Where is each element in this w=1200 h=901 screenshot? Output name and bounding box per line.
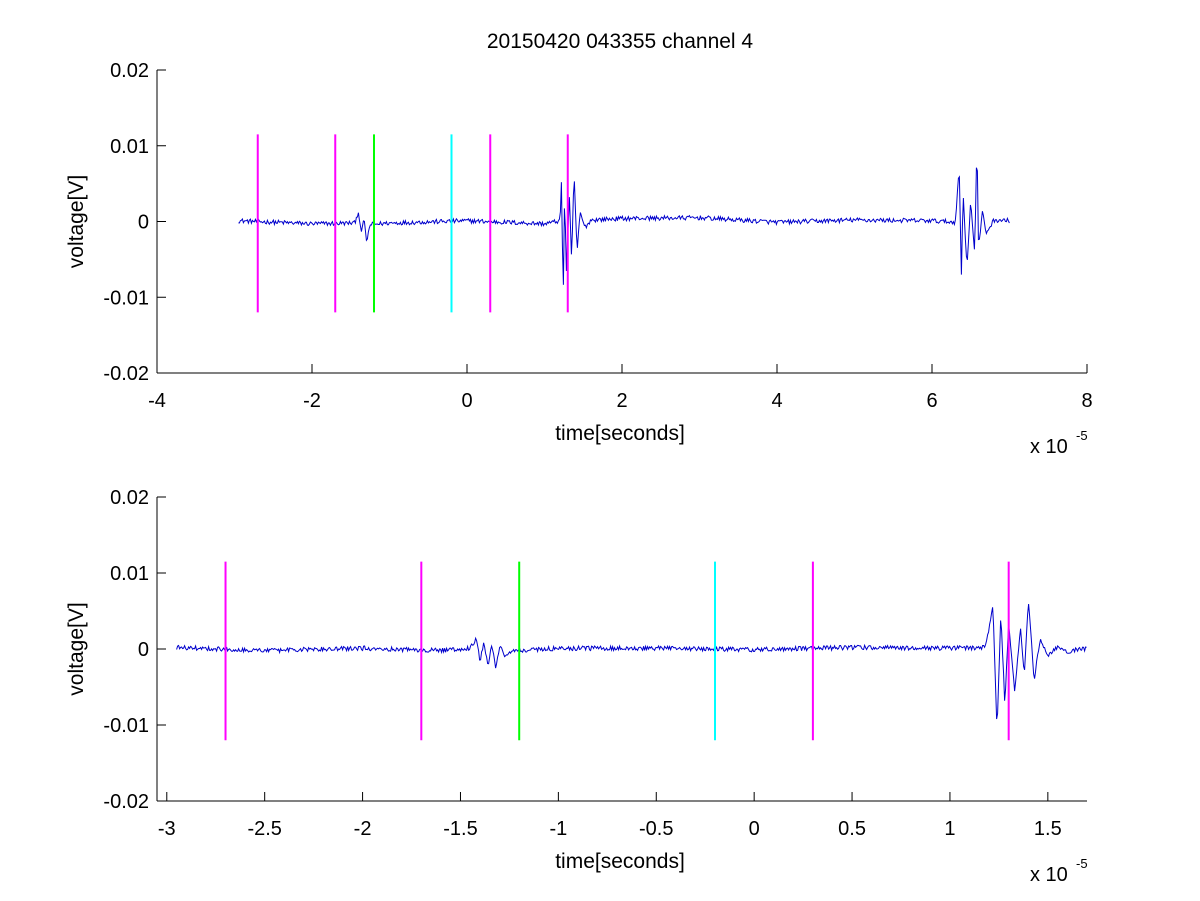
- y-tick-label: 0.02: [110, 487, 149, 509]
- y-tick-label: -0.01: [103, 287, 149, 309]
- x-tick-label: -2: [303, 390, 321, 412]
- x-tick-label: -2.5: [247, 818, 281, 840]
- y-tick-label: 0: [138, 639, 149, 661]
- figure-title: 20150420 043355 channel 4: [487, 30, 754, 53]
- x-multiplier-exponent: -5: [1076, 856, 1088, 871]
- x-tick-label: -1: [549, 818, 567, 840]
- y-tick-label: 0.01: [110, 563, 149, 585]
- y-tick-label: -0.02: [103, 363, 149, 385]
- x-axis-label: time[seconds]: [555, 422, 685, 445]
- y-axis-label: voltage[V]: [65, 602, 88, 695]
- y-tick-label: 0: [138, 212, 149, 234]
- x-tick-label: 4: [771, 390, 782, 412]
- signal-trace: [176, 604, 1087, 720]
- y-tick-label: -0.01: [103, 715, 149, 737]
- x-tick-label: -0.5: [639, 818, 673, 840]
- x-tick-label: 1.5: [1034, 818, 1062, 840]
- x-tick-label: 6: [926, 390, 937, 412]
- y-tick-label: 0.02: [110, 60, 149, 82]
- x-tick-label: 2: [616, 390, 627, 412]
- x-multiplier: x 10: [1030, 436, 1068, 458]
- x-tick-label: 0: [461, 390, 472, 412]
- x-tick-label: -1.5: [443, 818, 477, 840]
- x-tick-label: 0: [749, 818, 760, 840]
- x-tick-label: -4: [148, 390, 166, 412]
- x-axis-label: time[seconds]: [555, 850, 685, 873]
- x-tick-label: 8: [1081, 390, 1092, 412]
- bottom-plot: -0.02 -0.01 0 0.01 0.02 -3 -2.5 -2 -1.5 -1 -0.5 0 0.…: [65, 487, 1088, 886]
- x-multiplier-exponent: -5: [1076, 428, 1088, 443]
- y-tick-label: 0.01: [110, 136, 149, 158]
- x-tick-label: 1: [944, 818, 955, 840]
- y-axis-label: voltage[V]: [65, 175, 88, 268]
- signal-trace: [238, 167, 1010, 285]
- x-multiplier: x 10: [1030, 864, 1068, 886]
- top-plot: -0.02 -0.01 0 0.01 0.02 -4 -2 0 2 4 6 8 time[seconds…: [65, 60, 1093, 458]
- x-tick-label: -2: [354, 818, 372, 840]
- x-tick-label: -3: [158, 818, 176, 840]
- x-tick-label: 0.5: [838, 818, 866, 840]
- y-tick-label: -0.02: [103, 791, 149, 813]
